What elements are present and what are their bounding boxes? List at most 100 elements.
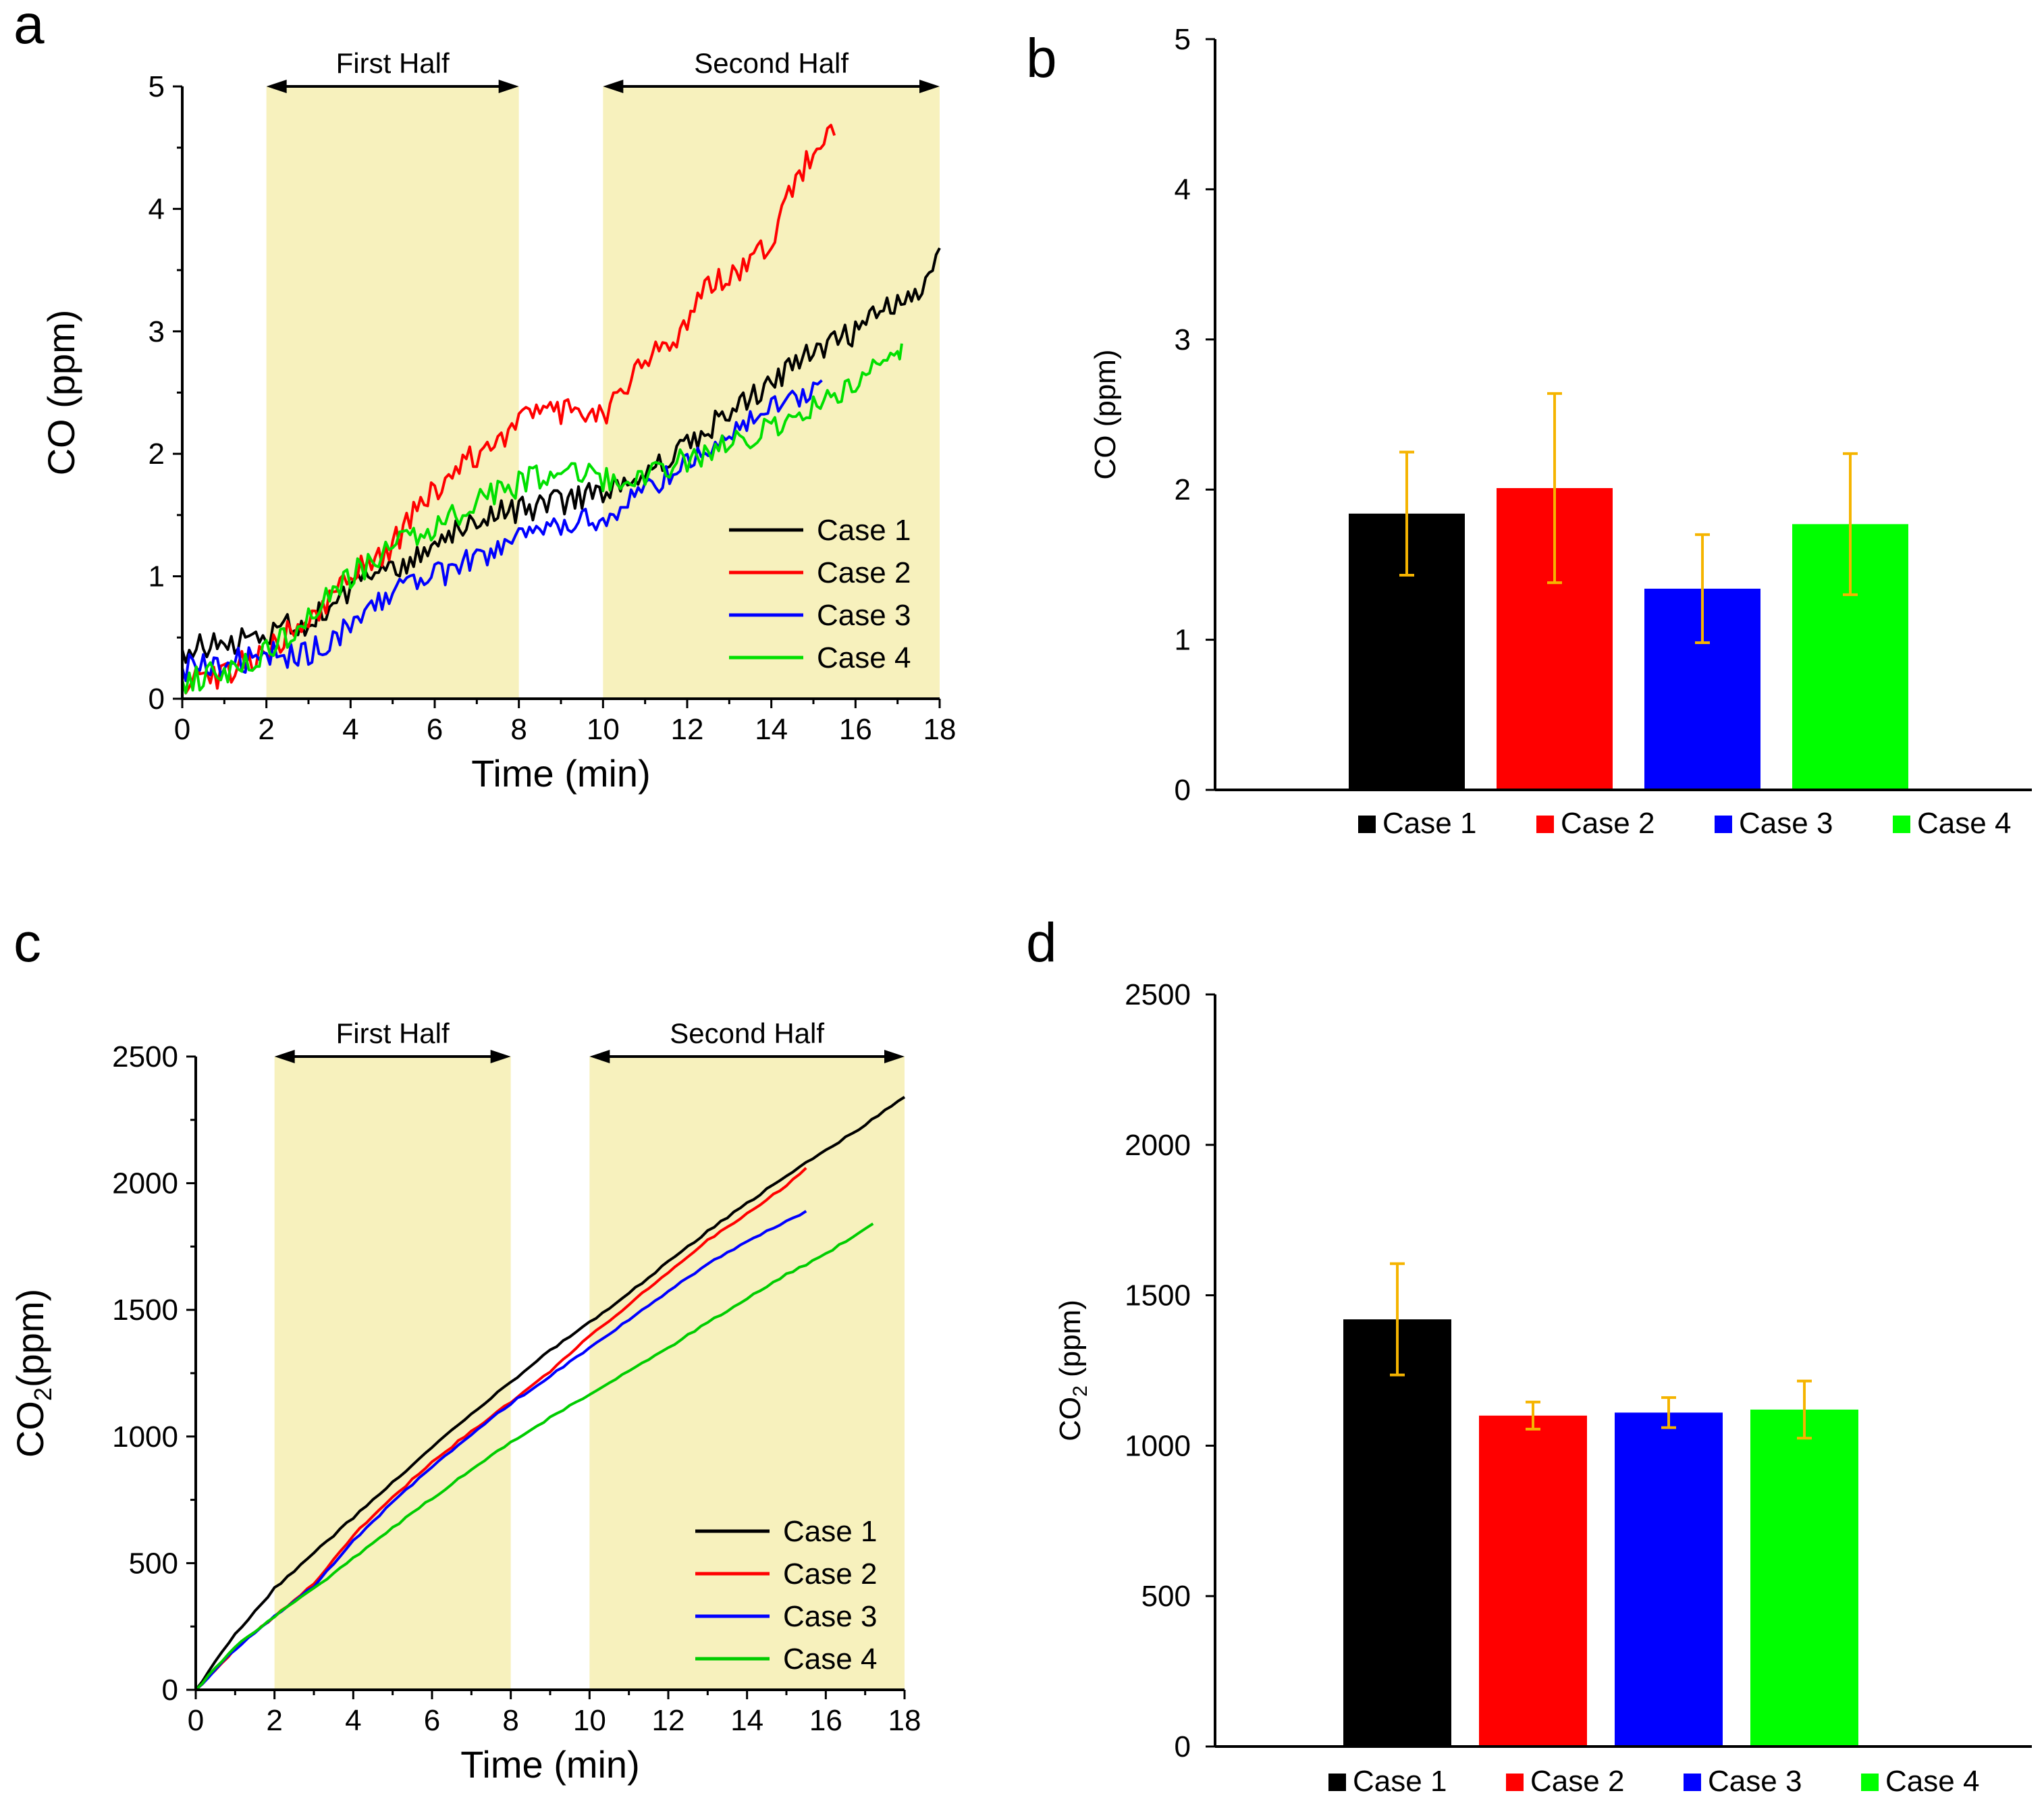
x-tick-label: 6 [427,713,443,746]
legend-swatch [1861,1774,1879,1791]
y-tick-label: 0 [149,683,165,716]
y-tick-label: 0 [1175,774,1191,807]
region-shade [589,1057,905,1690]
legend-swatch [1893,816,1910,833]
co-bar-chart: 0 1 2 3 4 5 CO (ppm) Case 1 Case 2 Case 3 Case 4 [1089,23,2032,840]
bar-case-3 [1615,1412,1723,1747]
legend-label: Case 2 [783,1557,877,1591]
y-tick-label: 2500 [112,1040,178,1073]
x-tick-label: 2 [266,1704,282,1737]
co2-line-chart: First Half Second Half 0 2 4 6 8 10 12 14 16 18 0 500… [9,1017,921,1786]
region-label: Second Half [694,47,849,79]
y-tick-label: 3 [149,315,165,348]
legend-swatch [1328,1774,1346,1791]
legend-swatch [1358,816,1376,833]
legend-label: Case 3 [1739,807,1833,840]
y-tick-label: 1 [1175,624,1191,657]
x-tick-label: 0 [188,1704,204,1737]
legend-label: Case 4 [817,641,911,674]
y-axis-title-main: CO (ppm) [40,310,82,476]
y-axis-title-unit: (ppm) [1054,1300,1087,1385]
region-arrow-head [603,80,624,93]
bar-case-1 [1343,1319,1451,1747]
y-axis-title-sub: 2 [1069,1385,1092,1397]
region-arrow-head [919,80,940,93]
y-tick-label: 1000 [1125,1429,1191,1462]
y-axis-title: CO2 (ppm) [1054,1300,1092,1441]
x-tick-label: 16 [839,713,872,746]
y-tick-label: 1500 [1125,1279,1191,1312]
y-tick-label: 4 [149,192,165,225]
legend-label: Case 4 [1885,1765,1979,1798]
region-arrow-head [589,1050,610,1063]
region-label: First Half [336,1017,450,1049]
x-axis-title: Time (min) [471,752,650,795]
region-label: First Half [336,47,450,79]
y-tick-label: 2000 [1125,1129,1191,1162]
x-tick-label: 2 [258,713,274,746]
region-shade [603,86,940,699]
legend-label: Case 2 [1530,1765,1624,1798]
y-axis-title-main: CO [9,1401,51,1458]
region-arrow-head [884,1050,905,1063]
bar-case-2 [1479,1415,1587,1747]
x-tick-label: 18 [888,1704,921,1737]
legend-swatch [1506,1774,1524,1791]
x-tick-label: 6 [424,1704,440,1737]
legend-label: Case 4 [783,1643,877,1676]
x-tick-label: 8 [510,713,527,746]
y-tick-label: 500 [1141,1580,1191,1613]
series-line-case-1 [194,1096,906,1691]
legend-swatch [1536,816,1554,833]
x-tick-label: 4 [345,1704,361,1737]
y-tick-label: 0 [162,1674,178,1707]
legend-label: Case 4 [1917,807,2011,840]
x-tick-label: 12 [652,1704,685,1737]
legend-label: Case 3 [783,1600,877,1633]
y-axis-title-sub: 2 [29,1387,57,1401]
legend-label: Case 3 [1708,1765,1802,1798]
x-axis-title: Time (min) [460,1743,639,1786]
y-tick-label: 4 [1175,173,1191,206]
legend-label: Case 1 [1353,1765,1447,1798]
y-tick-label: 1 [149,560,165,593]
panel-label-c: c [14,912,41,974]
y-tick-label: 3 [1175,323,1191,356]
co2-bar-chart: 0 500 1000 1500 2000 2500 CO2 (ppm) Case 1 Case … [1054,978,2032,1798]
region-arrow-head [498,80,519,93]
panel-label-d: d [1026,912,1057,974]
x-tick-label: 12 [671,713,704,746]
y-tick-label: 500 [129,1547,178,1580]
legend-label: Case 2 [817,556,911,589]
panel-label-b: b [1026,28,1057,89]
x-tick-label: 18 [923,713,957,746]
bar-case-4 [1750,1409,1858,1747]
y-tick-label: 1000 [112,1420,178,1454]
y-tick-label: 2 [1175,473,1191,506]
x-tick-label: 10 [573,1704,606,1737]
legend-label: Case 2 [1561,807,1655,840]
series-line-case-4 [194,1222,874,1691]
region-shade [274,1057,511,1690]
legend-label: Case 1 [817,514,911,547]
x-tick-label: 4 [342,713,358,746]
legend-swatch [1684,1774,1701,1791]
y-tick-label: 1500 [112,1294,178,1327]
series-line-case-4 [181,343,903,695]
y-axis-title: CO (ppm) [1089,349,1122,479]
y-tick-label: 0 [1175,1730,1191,1763]
legend-label: Case 3 [817,599,911,632]
legend-swatch [1715,816,1732,833]
series-line-case-2 [181,124,836,695]
y-axis-title: CO2(ppm) [9,1289,57,1458]
x-tick-label: 8 [502,1704,518,1737]
y-axis-title-unit: (ppm) [9,1289,51,1387]
x-tick-label: 14 [730,1704,763,1737]
y-tick-label: 5 [149,70,165,103]
y-tick-label: 2 [149,437,165,471]
y-axis-title-main: CO (ppm) [1089,349,1122,479]
region-arrow-head [274,1050,295,1063]
x-tick-label: 0 [174,713,190,746]
region-arrow-head [266,80,287,93]
